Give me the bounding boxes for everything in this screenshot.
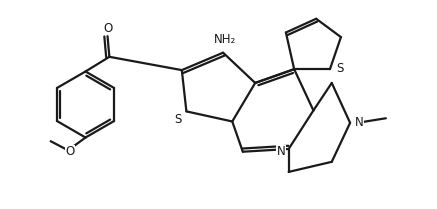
Text: S: S bbox=[336, 62, 343, 75]
Text: NH₂: NH₂ bbox=[214, 33, 236, 46]
Text: N: N bbox=[354, 116, 363, 129]
Text: S: S bbox=[174, 113, 182, 126]
Text: N: N bbox=[277, 145, 285, 158]
Text: O: O bbox=[65, 145, 75, 158]
Text: O: O bbox=[103, 22, 112, 35]
